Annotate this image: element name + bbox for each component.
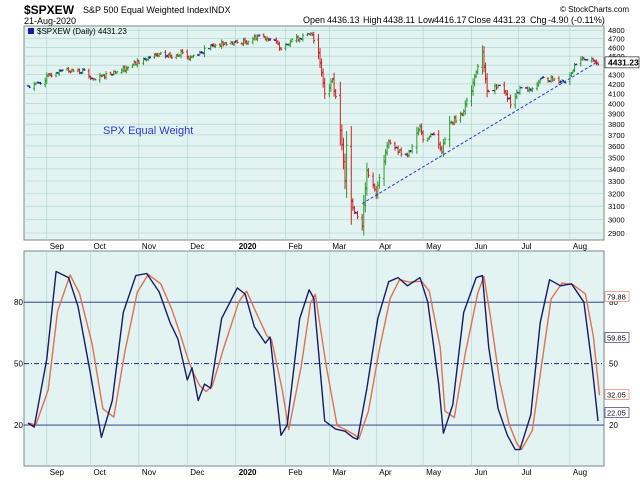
stoch-value-box: [604, 291, 630, 302]
price-x-tick-label: Dec: [190, 242, 204, 251]
price-x-tick-label: Apr: [379, 242, 392, 251]
stoch-value-label: 22.05: [607, 409, 626, 418]
price-y-tick-label: 3600: [608, 142, 625, 151]
stochastic-slow-line: [29, 273, 601, 451]
stoch-y-tick-left: 20: [14, 421, 23, 430]
price-x-tick-label: 2020: [239, 242, 257, 251]
price-x-tick-label: Jul: [521, 242, 531, 251]
close-value: 4431.23: [493, 15, 526, 25]
price-x-tick-label: Sep: [50, 242, 65, 251]
price-y-tick-label: 3300: [608, 177, 625, 186]
open-label: Open: [303, 15, 326, 25]
price-y-tick-label: 3800: [608, 120, 625, 129]
low-value: 4416.17: [434, 15, 467, 25]
stoch-x-tick-label: 2020: [239, 468, 257, 477]
stoch-x-tick-label: Sep: [50, 468, 65, 477]
price-y-tick-label: 3200: [608, 189, 625, 198]
price-legend: $SPXEW (Daily) 4431.23: [37, 27, 127, 36]
stoch-x-tick-label: Dec: [190, 468, 204, 477]
stoch-y-tick-right: 50: [609, 360, 618, 369]
price-y-tick-label: 4100: [608, 90, 625, 99]
price-x-tick-label: Nov: [142, 242, 156, 251]
trend-line: [361, 61, 599, 204]
header-exchange: INDX: [209, 5, 231, 15]
stoch-value-box: [604, 332, 630, 343]
chart-annotation: SPX Equal Weight: [103, 125, 193, 137]
stoch-x-tick-label: Oct: [93, 468, 106, 477]
stoch-value-label: 32.05: [607, 391, 626, 400]
stoch-x-tick-label: Feb: [289, 468, 303, 477]
price-x-tick-label: Feb: [289, 242, 303, 251]
price-x-tick-label: Mar: [332, 242, 346, 251]
header-watermark: © StockCharts.com: [560, 5, 630, 14]
header-symbol: $SPXEW: [24, 3, 75, 17]
open-value: 4436.13: [327, 15, 360, 25]
price-y-tick-label: 4600: [608, 43, 625, 52]
last-price-label: 4431.23: [608, 57, 639, 67]
last-price-box: [604, 56, 640, 69]
stoch-y-tick-right: 20: [609, 421, 618, 430]
price-y-tick-label: 3700: [608, 131, 625, 140]
price-x-tick-label: May: [426, 242, 441, 251]
chg-value: -4.90 (-0.11%): [548, 15, 605, 25]
stoch-value-label: 59.85: [607, 334, 626, 343]
price-y-tick-label: 3500: [608, 153, 625, 162]
price-y-tick-label: 4800: [608, 26, 625, 35]
stochastic-panel: [23, 250, 605, 467]
close-label: Close: [468, 15, 492, 25]
price-x-tick-label: Jun: [475, 242, 488, 251]
price-y-tick-label: 3000: [608, 215, 625, 224]
price-y-tick-label: 4200: [608, 80, 625, 89]
price-x-tick-label: Oct: [93, 242, 106, 251]
price-y-tick-label: 3100: [608, 202, 625, 211]
stoch-x-tick-label: Mar: [332, 468, 346, 477]
stoch-x-tick-label: Aug: [573, 468, 587, 477]
price-y-tick-label: 4000: [608, 100, 625, 109]
stoch-y-tick-left: 80: [14, 298, 23, 307]
stochastic-fast-line: [27, 270, 599, 451]
legend-swatch: [28, 28, 34, 34]
stoch-y-tick-left: 50: [14, 360, 23, 369]
stoch-value-label: 79.88: [607, 293, 626, 302]
high-value: 4438.11: [383, 15, 415, 25]
price-y-tick-label: 3400: [608, 165, 625, 174]
stoch-x-tick-label: Jul: [521, 468, 531, 477]
stoch-x-tick-label: Nov: [142, 468, 156, 477]
high-label: High: [363, 15, 382, 25]
header-description: S&P 500 Equal Weighted Index: [83, 5, 209, 15]
price-y-tick-label: 4300: [608, 70, 625, 79]
price-y-tick-label: 3900: [608, 110, 625, 119]
stoch-value-box: [604, 407, 630, 418]
stoch-value-box: [604, 389, 630, 400]
chg-label: Chg: [530, 15, 547, 25]
price-x-tick-label: Aug: [573, 242, 587, 251]
stoch-x-tick-label: Apr: [379, 468, 392, 477]
stoch-x-tick-label: May: [426, 468, 441, 477]
price-y-tick-label: 2900: [608, 229, 625, 238]
header-date: 21-Aug-2020: [24, 16, 77, 26]
stoch-y-tick-right: 80: [609, 298, 618, 307]
low-label: Low: [418, 15, 435, 25]
price-panel: [23, 25, 605, 241]
price-y-tick-label: 4700: [608, 35, 625, 44]
stoch-x-tick-label: Jun: [475, 468, 488, 477]
